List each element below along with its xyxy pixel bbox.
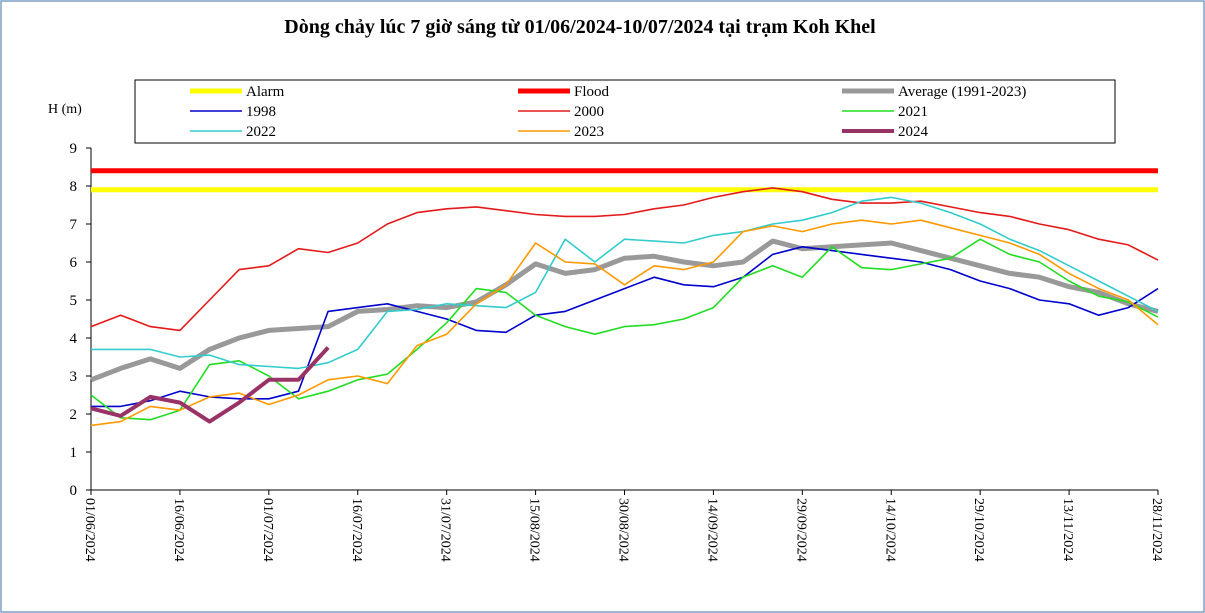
x-tick-label: 01/07/2024 <box>260 498 275 562</box>
y-tick-label: 4 <box>70 331 78 347</box>
series-line <box>90 238 1159 383</box>
x-tick-label: 16/06/2024 <box>171 498 186 562</box>
y-tick-label: 7 <box>70 217 78 233</box>
x-tick-label: 30/08/2024 <box>616 498 631 562</box>
series-line <box>90 219 1159 427</box>
x-tick-label: 28/11/2024 <box>1149 498 1164 561</box>
legend-label: 1998 <box>246 104 276 120</box>
x-tick-label: 29/10/2024 <box>971 498 986 562</box>
legend-label: 2023 <box>574 124 604 140</box>
y-axis-label: H (m) <box>48 102 82 117</box>
series-line <box>90 187 1159 332</box>
y-tick-label: 8 <box>70 179 78 195</box>
x-tick-label: 16/07/2024 <box>349 498 364 562</box>
x-tick-label: 14/09/2024 <box>704 498 719 562</box>
x-tick-label: 13/11/2024 <box>1060 498 1075 561</box>
chart-title: Dòng chảy lúc 7 giờ sáng từ 01/06/2024-1… <box>284 16 876 38</box>
legend-label: Flood <box>574 84 610 100</box>
legend-label: Alarm <box>246 84 285 100</box>
y-tick-label: 2 <box>70 407 78 423</box>
series-line <box>90 238 1159 421</box>
y-tick-label: 1 <box>70 445 78 461</box>
x-tick-label: 29/09/2024 <box>793 498 808 562</box>
series-line <box>90 346 330 424</box>
legend-label: Average (1991-2023) <box>898 84 1026 100</box>
series-line <box>91 196 1159 370</box>
x-tick-label: 01/06/2024 <box>82 498 97 562</box>
y-tick-label: 9 <box>70 141 78 157</box>
legend-label: 2021 <box>898 104 928 120</box>
y-tick-label: 3 <box>70 369 78 385</box>
y-tick-label: 6 <box>70 255 78 271</box>
x-tick-label: 31/07/2024 <box>438 498 453 562</box>
legend-label: 2022 <box>246 124 276 140</box>
series-line <box>91 246 1159 408</box>
legend-label: 2024 <box>898 124 929 140</box>
x-tick-label: 15/08/2024 <box>527 498 542 562</box>
y-tick-label: 0 <box>70 483 78 499</box>
legend <box>134 79 1116 144</box>
x-tick-label: 14/10/2024 <box>882 498 897 562</box>
legend-label: 2000 <box>574 104 604 120</box>
y-tick-label: 5 <box>70 293 78 309</box>
